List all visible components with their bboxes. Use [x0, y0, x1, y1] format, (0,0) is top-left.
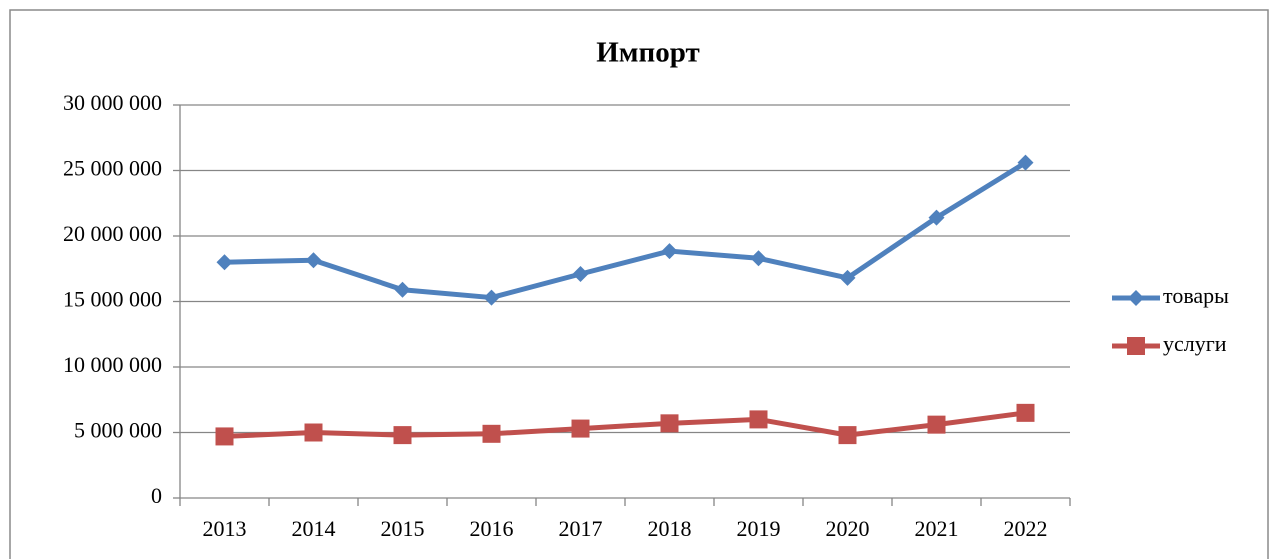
marker [661, 243, 678, 260]
y-tick-label: 0 [151, 483, 162, 508]
marker [305, 252, 322, 269]
chart-title: Импорт [596, 37, 700, 69]
y-tick-label: 5 000 000 [74, 418, 162, 443]
marker [928, 209, 945, 226]
series-line [224, 160, 1027, 301]
marker [483, 289, 500, 306]
marker [839, 269, 856, 286]
marker [749, 410, 768, 429]
marker [1016, 403, 1035, 422]
y-tick-label: 15 000 000 [63, 287, 162, 312]
x-tick-label: 2015 [381, 516, 425, 541]
marker [750, 250, 767, 267]
x-tick-label: 2022 [1004, 516, 1048, 541]
marker [216, 254, 233, 271]
marker [838, 426, 857, 445]
marker [927, 415, 946, 434]
legend-label: товары [1163, 283, 1229, 308]
x-tick-label: 2014 [292, 516, 336, 541]
y-tick-label: 30 000 000 [63, 90, 162, 115]
marker [304, 423, 323, 442]
marker [571, 419, 590, 438]
marker [215, 427, 234, 446]
series-line [224, 410, 1026, 439]
y-tick-label: 10 000 000 [63, 352, 162, 377]
marker [572, 265, 589, 282]
marker [482, 424, 501, 443]
marker [1128, 290, 1144, 306]
marker [1017, 154, 1034, 171]
marker [1127, 337, 1145, 355]
x-tick-label: 2020 [826, 516, 870, 541]
x-tick-label: 2013 [203, 516, 247, 541]
x-tick-label: 2016 [470, 516, 514, 541]
x-tick-label: 2021 [915, 516, 959, 541]
x-tick-label: 2018 [648, 516, 692, 541]
x-tick-label: 2019 [737, 516, 781, 541]
chart-border [9, 9, 1269, 559]
marker [394, 281, 411, 298]
x-tick-label: 2017 [559, 516, 603, 541]
marker [660, 414, 679, 433]
marker [393, 426, 412, 445]
y-tick-label: 20 000 000 [63, 221, 162, 246]
y-tick-label: 25 000 000 [63, 156, 162, 181]
legend-label: услуги [1163, 331, 1227, 356]
